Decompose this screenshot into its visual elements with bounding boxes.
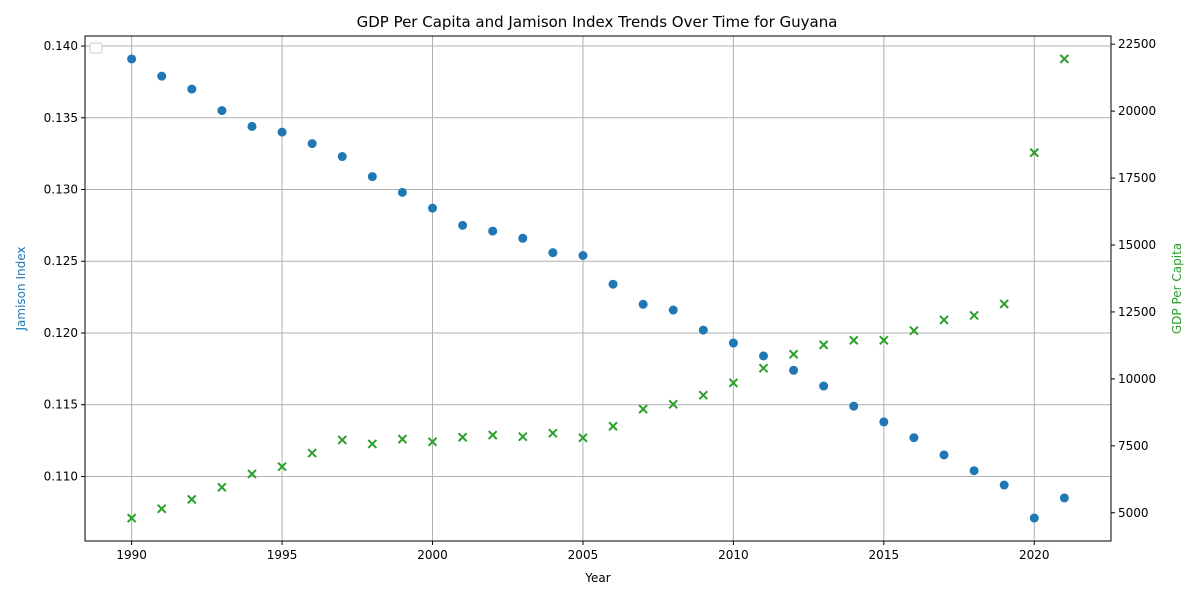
jamison-index-point <box>488 226 498 236</box>
gdp-per-capita-point <box>939 315 949 325</box>
y-axis-left-label: Jamison Index <box>14 247 28 332</box>
gdp-per-capita-point <box>337 435 347 445</box>
jamison-index-point <box>608 279 618 289</box>
gdp-per-capita-point <box>518 431 528 442</box>
gdp-per-capita-point <box>427 437 438 447</box>
gdp-per-capita-point <box>849 335 859 346</box>
jamison-index-point <box>1059 493 1069 503</box>
jamison-index-point <box>939 450 949 460</box>
y-left-tick-label: 0.115 <box>44 398 78 412</box>
x-tick-label: 2015 <box>869 548 900 562</box>
gdp-per-capita-series <box>126 54 1070 523</box>
jamison-index-point <box>849 401 859 411</box>
gdp-per-capita-point <box>578 433 588 443</box>
gdp-per-capita-point <box>698 390 709 400</box>
y-left-tick-label: 0.110 <box>44 469 78 483</box>
gdp-per-capita-point <box>217 482 227 493</box>
jamison-index-point <box>698 325 708 335</box>
gdp-per-capita-point <box>638 404 648 414</box>
jamison-index-point <box>518 233 528 243</box>
jamison-index-point <box>157 71 167 81</box>
jamison-index-point <box>397 187 407 197</box>
gdp-per-capita-point <box>788 349 799 359</box>
gdp-per-capita-point <box>277 461 287 472</box>
y-right-tick-label: 7500 <box>1118 439 1149 453</box>
y-right-tick-label: 22500 <box>1118 37 1156 51</box>
gdp-per-capita-point <box>999 299 1009 309</box>
y-left-tick-label: 0.130 <box>44 183 78 197</box>
gdp-per-capita-point <box>1059 54 1070 64</box>
gdp-per-capita-point <box>487 430 498 440</box>
y-axis-right-label: GDP Per Capita <box>1170 243 1184 334</box>
x-tick-label: 2000 <box>417 548 448 562</box>
jamison-index-point <box>337 152 347 162</box>
gdp-per-capita-point <box>608 421 618 431</box>
chart-title: GDP Per Capita and Jamison Index Trends … <box>357 13 838 31</box>
jamison-index-point <box>428 203 438 213</box>
jamison-index-point <box>127 54 137 64</box>
jamison-index-point <box>969 466 979 476</box>
y-axis-left: 0.110 0.115 0.120 0.125 0.130 0.135 0.140 <box>44 39 85 483</box>
gdp-per-capita-point <box>247 469 257 479</box>
legend-box <box>89 42 103 54</box>
jamison-index-series <box>127 54 1069 523</box>
gdp-per-capita-point <box>1029 147 1039 158</box>
jamison-index-point <box>548 248 558 258</box>
jamison-index-point <box>879 417 889 427</box>
gdp-per-capita-point <box>397 434 408 444</box>
x-tick-label: 2020 <box>1019 548 1050 562</box>
y-right-tick-label: 10000 <box>1118 372 1156 386</box>
jamison-index-point <box>187 84 197 94</box>
gdp-per-capita-point <box>157 504 167 514</box>
jamison-index-point <box>999 480 1009 490</box>
jamison-index-point <box>728 338 738 348</box>
jamison-index-point <box>217 106 227 116</box>
gridlines <box>85 36 1111 541</box>
gdp-per-capita-point <box>457 432 468 442</box>
gdp-per-capita-point <box>126 513 137 523</box>
gdp-per-capita-point <box>367 439 378 449</box>
y-left-tick-label: 0.125 <box>44 254 78 268</box>
plot-frame <box>84 35 1112 542</box>
jamison-index-point <box>789 365 799 375</box>
y-right-tick-label: 5000 <box>1118 506 1149 520</box>
gdp-per-capita-point <box>969 310 979 321</box>
x-axis-label: Year <box>584 571 610 585</box>
y-right-tick-label: 12500 <box>1118 305 1156 319</box>
gdp-per-capita-point <box>668 399 678 410</box>
jamison-index-point <box>578 251 588 261</box>
jamison-index-point <box>1029 513 1039 523</box>
y-right-tick-label: 20000 <box>1118 104 1156 118</box>
jamison-index-point <box>909 433 919 443</box>
gdp-per-capita-point <box>187 494 197 505</box>
jamison-index-point <box>819 381 829 391</box>
x-tick-label: 2005 <box>568 548 599 562</box>
x-tick-label: 1995 <box>267 548 298 562</box>
jamison-index-point <box>638 299 648 309</box>
gdp-per-capita-point <box>818 340 829 350</box>
x-tick-label: 1990 <box>116 548 147 562</box>
jamison-index-point <box>458 220 468 230</box>
jamison-index-point <box>367 172 377 182</box>
x-tick-label: 2010 <box>718 548 749 562</box>
y-right-tick-label: 17500 <box>1118 171 1156 185</box>
jamison-index-point <box>277 127 287 137</box>
gdp-per-capita-point <box>728 378 739 388</box>
y-left-tick-label: 0.140 <box>44 39 78 53</box>
jamison-index-point <box>758 351 768 361</box>
y-left-tick-label: 0.120 <box>44 326 78 340</box>
gdp-per-capita-point <box>758 363 769 373</box>
x-axis: 1990 1995 2000 2005 2010 2015 2020 <box>116 541 1050 562</box>
y-right-tick-label: 15000 <box>1118 238 1156 252</box>
jamison-index-point <box>307 139 317 149</box>
y-axis-right: 5000 7500 10000 12500 15000 17500 20000 22500 <box>1111 37 1156 520</box>
y-left-tick-label: 0.135 <box>44 111 78 125</box>
gdp-per-capita-point <box>879 335 889 346</box>
gdp-per-capita-point <box>307 448 317 458</box>
jamison-index-point <box>247 121 257 131</box>
gdp-per-capita-point <box>909 325 919 336</box>
jamison-index-point <box>668 305 678 315</box>
gdp-per-capita-point <box>548 428 558 438</box>
